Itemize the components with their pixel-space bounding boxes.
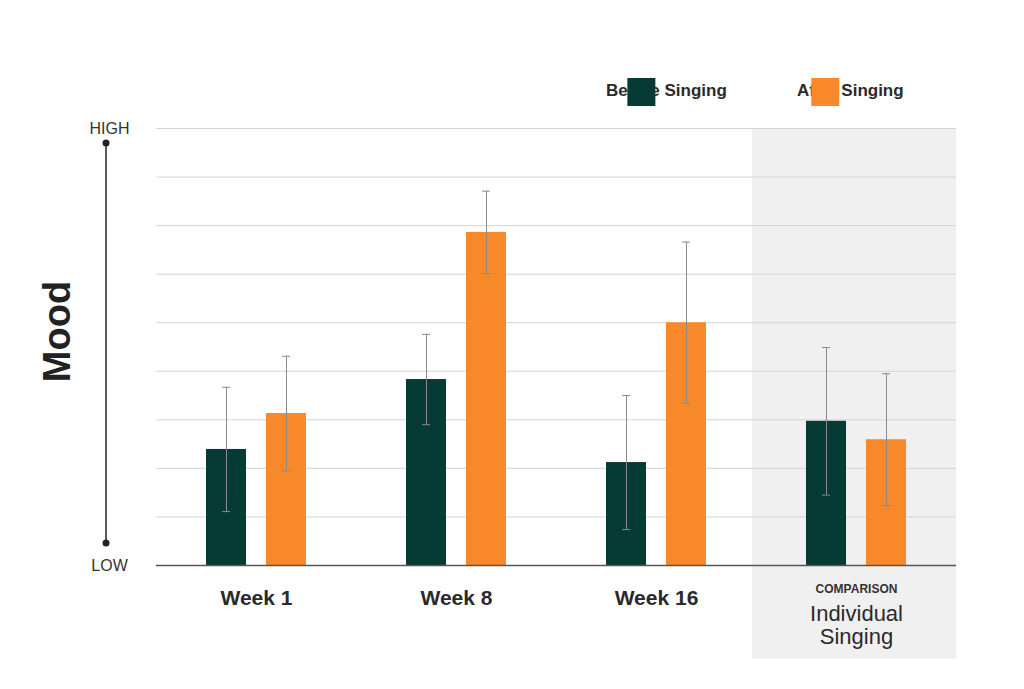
svg-text:Week 16: Week 16 xyxy=(615,586,699,609)
svg-text:LOW: LOW xyxy=(91,557,128,574)
svg-text:Before Singing: Before Singing xyxy=(606,81,727,100)
svg-text:COMPARISON: COMPARISON xyxy=(816,582,898,596)
svg-text:Week 8: Week 8 xyxy=(421,586,493,609)
svg-text:Mood: Mood xyxy=(36,281,78,382)
svg-text:HIGH: HIGH xyxy=(90,120,130,137)
svg-text:Week 1: Week 1 xyxy=(221,586,293,609)
svg-text:After Singing: After Singing xyxy=(796,81,904,101)
svg-text:IndividualSinging: IndividualSinging xyxy=(810,601,903,649)
